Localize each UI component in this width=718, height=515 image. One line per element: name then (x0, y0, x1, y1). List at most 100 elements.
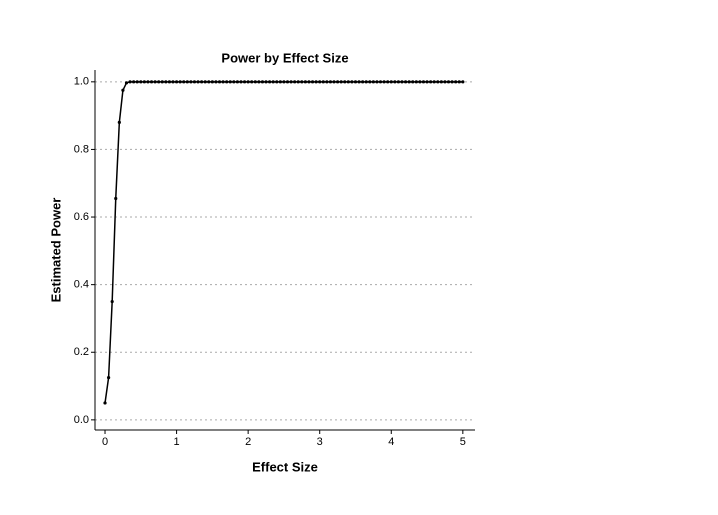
point (160, 80, 164, 84)
point (310, 80, 315, 84)
point (200, 80, 204, 84)
y-tick-label: 0.4 (74, 279, 89, 291)
point (296, 80, 300, 84)
point (189, 80, 193, 84)
point (103, 401, 107, 405)
point (207, 80, 211, 84)
point (242, 80, 247, 84)
point (432, 80, 436, 84)
point (253, 80, 257, 84)
point (164, 80, 168, 84)
point (232, 80, 236, 84)
point (396, 80, 401, 84)
point (203, 80, 207, 84)
point (178, 80, 182, 84)
point (375, 80, 379, 84)
chart-title: Power by Effect Size (221, 50, 348, 65)
point (386, 80, 390, 84)
point (210, 80, 214, 84)
point (128, 80, 132, 84)
point (307, 80, 311, 84)
point (146, 80, 150, 84)
y-tick-label: 0.0 (74, 414, 89, 426)
point (400, 80, 404, 84)
point (325, 80, 329, 84)
point (132, 80, 136, 84)
x-axis-label: Effect Size (252, 459, 318, 474)
x-tick-label: 2 (245, 436, 251, 448)
point (106, 376, 111, 380)
point (264, 80, 268, 84)
point (110, 299, 114, 304)
point (303, 80, 307, 84)
point (293, 80, 297, 84)
point (353, 80, 358, 84)
x-tick-label: 0 (102, 436, 108, 448)
point (393, 80, 397, 84)
point (457, 80, 461, 84)
point (228, 80, 232, 84)
point (121, 88, 125, 92)
point (368, 80, 372, 84)
point (221, 80, 225, 84)
point (425, 80, 429, 84)
point (282, 80, 286, 84)
point (214, 80, 218, 84)
y-tick-label: 0.2 (74, 346, 89, 358)
point (450, 80, 454, 84)
point (436, 80, 440, 84)
point (275, 80, 279, 84)
point (139, 80, 143, 84)
point (421, 80, 426, 84)
point (271, 80, 275, 84)
point (300, 80, 304, 84)
x-tick-label: 4 (388, 436, 394, 448)
point (407, 80, 411, 84)
point (235, 80, 240, 84)
point (446, 80, 451, 84)
point (403, 80, 408, 84)
point (135, 80, 139, 84)
point (171, 80, 175, 84)
x-tick-label: 3 (317, 436, 323, 448)
point (117, 120, 121, 124)
point (389, 80, 393, 84)
point (289, 80, 293, 84)
point (157, 80, 161, 84)
point (285, 80, 290, 84)
point (142, 80, 146, 84)
point (429, 80, 433, 84)
point (350, 80, 354, 84)
point (278, 80, 282, 84)
point (439, 80, 443, 84)
point (114, 196, 118, 201)
point (217, 80, 222, 84)
point (411, 80, 415, 84)
point (418, 80, 422, 84)
point (260, 80, 265, 84)
point (246, 80, 250, 84)
y-tick-label: 0.6 (74, 211, 89, 223)
point (257, 80, 261, 84)
y-tick-label: 0.8 (74, 143, 89, 155)
point (343, 80, 347, 84)
point (192, 80, 197, 84)
point (318, 80, 322, 84)
point (321, 80, 325, 84)
point (149, 80, 154, 84)
point (414, 80, 418, 84)
point (328, 80, 333, 84)
y-axis-label: Estimated Power (48, 198, 63, 303)
point (268, 80, 272, 84)
point (225, 80, 229, 84)
point (378, 80, 383, 84)
x-tick-label: 5 (460, 436, 466, 448)
point (196, 80, 200, 84)
point (454, 80, 458, 84)
point (382, 80, 386, 84)
point (153, 80, 157, 84)
point (357, 80, 361, 84)
point (182, 80, 186, 84)
